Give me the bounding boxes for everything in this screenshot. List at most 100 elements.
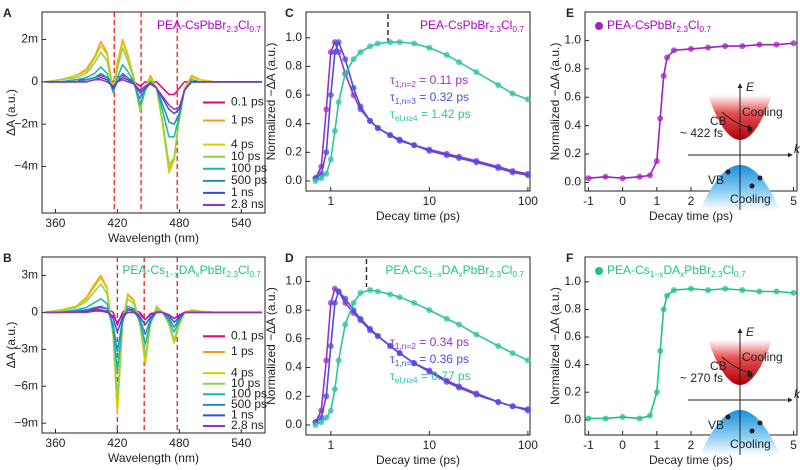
chart-title: PEA-CsPbBr2.3Cl0.7: [607, 18, 711, 34]
carrier: [757, 175, 763, 181]
fit-line: [315, 41, 529, 179]
chart-title-part: 0.7: [512, 24, 524, 34]
tau-annotation: τel,n≥4 = 0.77 ps: [390, 369, 471, 385]
tau-annotation-part: = 0.77 ps: [418, 369, 471, 383]
tau-annotation-part: = 0.11 ps: [416, 73, 468, 87]
series-line: [44, 40, 262, 174]
x-tick-label: 100: [518, 438, 538, 452]
tau-annotation-part: τ: [390, 107, 395, 121]
chart-title-part: Cl: [688, 18, 699, 32]
x-tick-label: 420: [107, 216, 127, 230]
y-tick-label: 0.2: [285, 388, 302, 402]
legend-label: 100 ps: [231, 386, 267, 400]
legend-label: 4 ps: [231, 137, 254, 151]
y-tick-label: 0.8: [564, 302, 581, 316]
x-tick-label: 0: [619, 438, 626, 452]
x-tick-label: 2: [688, 194, 695, 208]
y-tick-label: 0.8: [285, 59, 302, 73]
chart-title-part: PEA-CsPbBr: [607, 18, 676, 32]
series-line: [45, 310, 262, 323]
carrier: [725, 169, 731, 175]
tau-annotation-part: τ: [390, 335, 395, 349]
title-marker: [595, 22, 603, 30]
y-tick-label: 0.6: [285, 87, 302, 101]
tau-annotation-part: el,n≥4: [395, 375, 418, 385]
tau-annotation-part: 1,n=3: [395, 358, 417, 368]
series-line: [45, 298, 262, 373]
tau-annotation-part: 1,n=2: [395, 79, 417, 89]
tau-annotation: τel,n≥4 = 1.42 ps: [390, 107, 471, 123]
plot-frame: [41, 256, 266, 434]
y-axis-label: Normalized −ΔA (a.u.): [264, 287, 278, 405]
x-tick-label: 480: [169, 436, 189, 450]
legend-label: 4 ps: [231, 365, 254, 379]
y-tick-label: 0.0: [564, 412, 581, 426]
band-inset: E CB Cooling k VB Cooling: [688, 80, 800, 210]
tau-annotation-part: = 0.32 ps: [416, 90, 469, 104]
tau-annotation-part: 1,n=3: [395, 96, 417, 106]
chart-title-part: PbBr: [684, 263, 711, 277]
inset-label: Cooling: [742, 350, 783, 364]
chart-title-part: 1−x: [165, 269, 180, 279]
series-line: [44, 274, 262, 415]
x-tick-label: 1: [653, 438, 660, 452]
plot-frame: [41, 11, 266, 214]
chart-title-part: 0.7: [249, 24, 261, 34]
y-axis-label: ΔA (a.u.): [4, 89, 18, 136]
legend-label: 500 ps: [231, 397, 267, 411]
chart-title-part: Cl: [501, 18, 512, 32]
legend-label: 500 ps: [231, 173, 267, 187]
legend-label: 0.1 ps: [231, 328, 264, 342]
y-tick-label: 3m: [21, 268, 38, 282]
carrier: [757, 420, 763, 426]
chart-title-part: x: [195, 269, 200, 279]
x-tick-label: 5: [790, 438, 797, 452]
y-tick-label: −3m: [14, 341, 38, 355]
x-tick-label: 1: [327, 438, 334, 452]
inset-label: E: [746, 325, 755, 339]
y-tick-label: 0.4: [285, 360, 302, 374]
x-tick-label: 0: [619, 194, 626, 208]
tau-annotation: τ1,n=2 = 0.11 ps: [390, 73, 468, 89]
chart-title-part: Cl: [238, 263, 249, 277]
inset-label: Cooling: [730, 437, 771, 451]
fit-line: [315, 290, 529, 423]
cooling-arrow: [721, 111, 753, 130]
x-tick-label: 540: [231, 436, 251, 450]
chart-title-part: 2.3: [489, 269, 501, 279]
y-tick-label: 0.4: [564, 357, 581, 371]
chart-title-part: DA: [442, 263, 459, 277]
chart-title-part: PEA-Cs: [385, 263, 428, 277]
chart-title: PEA-Cs1−xDAxPbBr2.3Cl0.7: [607, 263, 746, 279]
chart-title: PEA-CsPbBr2.3Cl0.7: [420, 18, 524, 34]
series-line: [44, 277, 262, 412]
tau-annotation-part: τ: [390, 369, 395, 383]
x-axis-label: Wavelength (nm): [108, 231, 199, 245]
y-tick-label: 0.8: [285, 302, 302, 316]
carrier: [749, 428, 755, 434]
inset-label: CB: [710, 359, 727, 373]
legend-label: 1 ps: [231, 344, 254, 358]
carrier: [749, 183, 755, 189]
chart-title-part: PbBr: [463, 263, 490, 277]
x-tick-label: 540: [231, 216, 251, 230]
tau-annotation-part: τ: [390, 352, 395, 366]
x-tick-label: -1: [583, 194, 594, 208]
legend-label: 1 ns: [231, 408, 254, 422]
x-tick-label: 420: [107, 436, 127, 450]
y-tick-label: −4m: [14, 159, 38, 173]
inset-label: CB: [710, 114, 727, 128]
chart-title-part: PEA-Cs: [122, 263, 165, 277]
chart-title-part: x: [680, 269, 685, 279]
chart-title-part: 2.3: [226, 24, 238, 34]
panel-letter: B: [3, 251, 12, 265]
legend-label: 1 ns: [231, 185, 254, 199]
chart-title: PEA-Cs1−xDAxPbBr2.3Cl0.7: [122, 263, 261, 279]
series-line: [44, 38, 262, 170]
inset-label: E: [746, 80, 755, 94]
legend-label: 10 ps: [231, 149, 260, 163]
chart-title-part: 2.3: [676, 24, 688, 34]
y-tick-label: 0.8: [564, 61, 581, 75]
y-axis-label: Normalized −ΔA (a.u.): [264, 43, 278, 161]
y-tick-label: 2m: [21, 32, 38, 46]
